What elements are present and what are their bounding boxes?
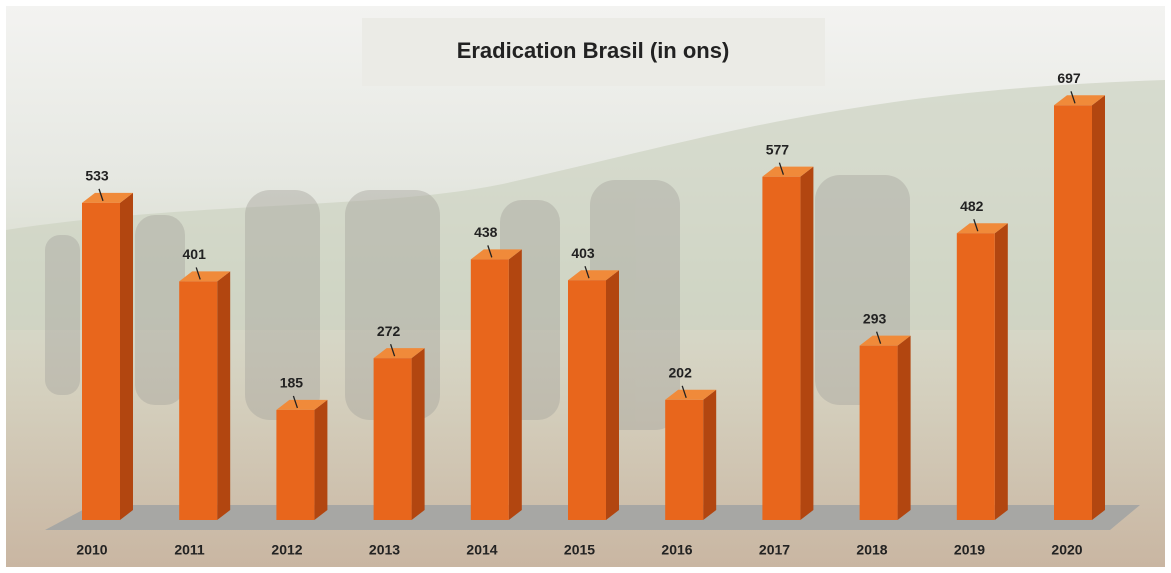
bar-side [995, 223, 1008, 520]
bar [276, 410, 314, 520]
page: Eradication Brasil (in ons) 533 2010 401 20… [0, 0, 1171, 573]
x-tick-label: 2014 [466, 542, 497, 558]
bar [471, 259, 509, 520]
bar-side [412, 348, 425, 520]
bar [568, 280, 606, 520]
chart-title: Eradication Brasil (in ons) [457, 38, 730, 63]
bar-side [800, 167, 813, 520]
x-tick-label: 2015 [564, 542, 595, 558]
value-label: 403 [571, 245, 595, 261]
x-tick-label: 2018 [856, 542, 887, 558]
value-label: 401 [183, 246, 207, 262]
chart: Eradication Brasil (in ons) 533 2010 401 20… [0, 0, 1171, 573]
bar-side [314, 400, 327, 520]
bar [1054, 105, 1092, 520]
x-tick-label: 2016 [661, 542, 692, 558]
bar-side [509, 249, 522, 520]
value-label: 202 [669, 365, 693, 381]
x-tick-label: 2017 [759, 542, 790, 558]
value-label: 185 [280, 375, 304, 391]
bar-side [120, 193, 133, 520]
x-tick-label: 2012 [271, 542, 302, 558]
bar [179, 281, 217, 520]
value-label: 697 [1057, 70, 1081, 86]
value-label: 482 [960, 198, 984, 214]
bar [762, 177, 800, 520]
x-tick-label: 2019 [954, 542, 985, 558]
bar [665, 400, 703, 520]
bar [957, 233, 995, 520]
x-tick-label: 2010 [76, 542, 107, 558]
bar [82, 203, 120, 520]
value-label: 293 [863, 310, 887, 326]
bar-side [703, 390, 716, 520]
bar-side [898, 336, 911, 520]
bar-side [606, 270, 619, 520]
value-label: 533 [85, 168, 109, 184]
bar-side [217, 271, 230, 520]
value-label: 577 [766, 141, 790, 157]
x-tick-label: 2013 [369, 542, 400, 558]
bar-side [1092, 95, 1105, 520]
value-label: 272 [377, 323, 401, 339]
value-label: 438 [474, 224, 498, 240]
x-tick-label: 2011 [174, 542, 205, 558]
bar [860, 346, 898, 520]
x-tick-label: 2020 [1051, 542, 1082, 558]
bar [374, 358, 412, 520]
